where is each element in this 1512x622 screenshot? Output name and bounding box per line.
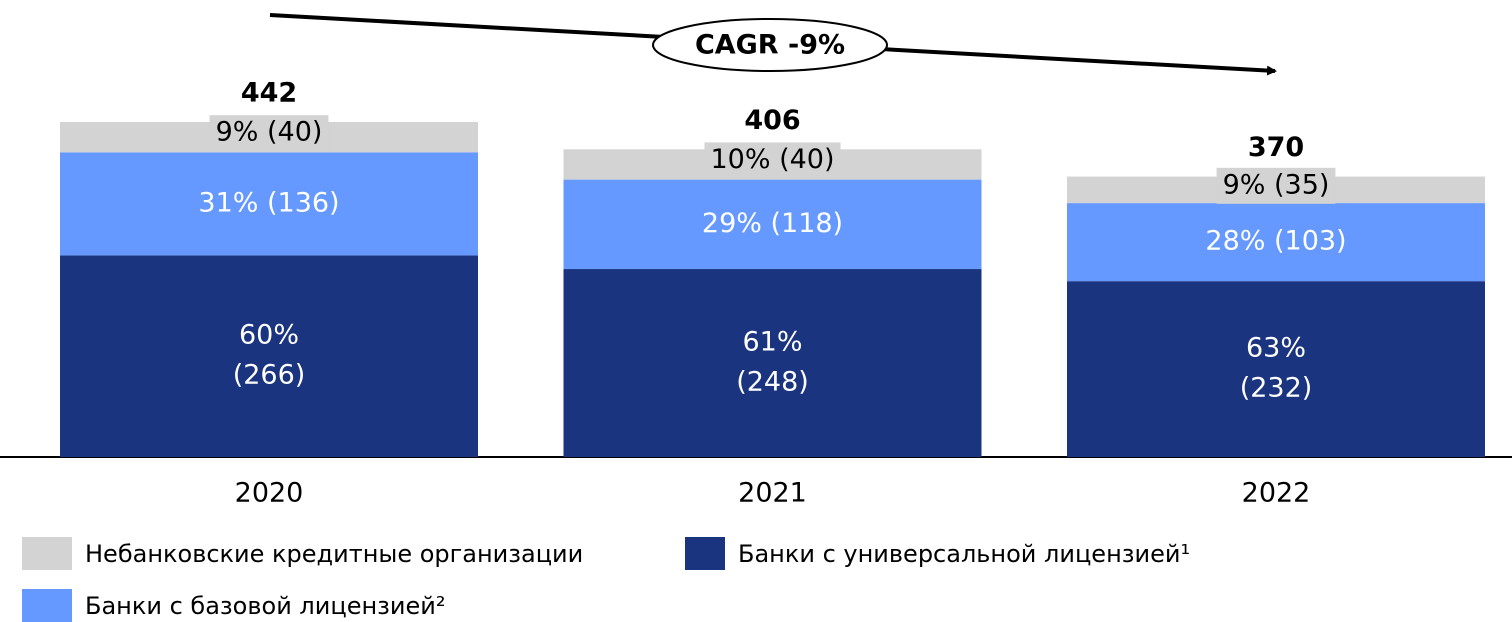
- value-label: 61%: [742, 327, 802, 358]
- total-label: 406: [744, 105, 800, 136]
- value-label: (248): [736, 367, 809, 398]
- legend-swatch: [22, 589, 72, 622]
- annotation: CAGR -9%: [695, 30, 845, 61]
- value-label: 31% (136): [198, 187, 339, 218]
- value-label: 29% (118): [702, 208, 843, 239]
- value-label-bg: [209, 115, 329, 152]
- legend-label: Небанковские кредитные организации: [85, 540, 583, 568]
- annotation-box: [652, 18, 888, 72]
- total-label: 442: [241, 78, 297, 109]
- value-label-bg: [1216, 167, 1336, 204]
- bar-segment: [1067, 281, 1485, 457]
- legend-label: Банки с универсальной лицензией¹: [738, 540, 1190, 568]
- value-label-bg: [704, 142, 841, 179]
- bar-segment: [60, 255, 478, 457]
- legend-swatch: [685, 537, 725, 570]
- x-tick-label: 2021: [738, 478, 807, 509]
- bar-segment: [563, 269, 982, 457]
- x-tick-label: 2022: [1242, 478, 1311, 509]
- x-tick-label: 2020: [235, 478, 304, 509]
- bar-segment: [60, 152, 478, 256]
- value-label: 63%: [1246, 333, 1306, 364]
- value-label: (266): [233, 360, 306, 391]
- value-label: 10% (40): [710, 144, 834, 175]
- legend-label: Банки с базовой лицензией²: [85, 592, 446, 620]
- value-label: (232): [1240, 373, 1313, 404]
- bar-segment: [563, 179, 982, 270]
- value-label: 9% (35): [1223, 169, 1330, 200]
- value-label: 60%: [239, 320, 299, 351]
- legend-swatch: [22, 537, 72, 570]
- value-label: 28% (103): [1205, 226, 1346, 257]
- value-label: 9% (40): [216, 117, 323, 148]
- bar-segment: [1067, 203, 1485, 282]
- total-label: 370: [1248, 132, 1304, 163]
